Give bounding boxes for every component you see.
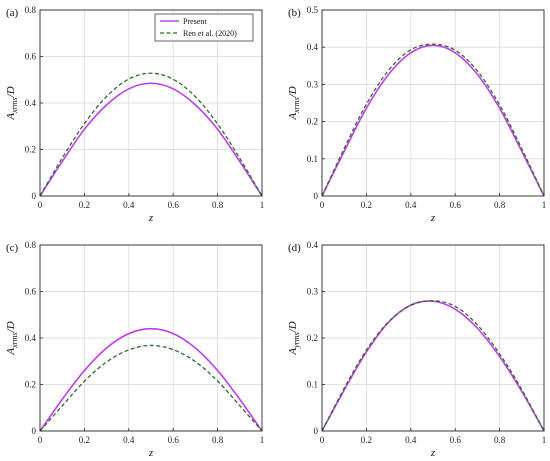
x-axis-label: z [148, 447, 154, 459]
y-axis-label: Ayrms/D [287, 321, 301, 355]
x-axis-label: z [430, 212, 436, 224]
x-tick-label: 0.8 [494, 435, 506, 445]
x-tick-label: 0.4 [123, 200, 135, 210]
x-tick-label: 0 [38, 435, 43, 445]
y-tick-label: 0.2 [307, 117, 318, 127]
x-tick-label: 0 [320, 200, 325, 210]
y-tick-label: 0.6 [25, 52, 37, 62]
y-tick-label: 0.8 [25, 240, 37, 250]
x-tick-label: 0.8 [494, 200, 506, 210]
x-tick-label: 0.2 [361, 200, 372, 210]
x-tick-label: 0.4 [123, 435, 135, 445]
y-tick-label: 0.6 [25, 287, 37, 297]
y-tick-label: 0.4 [25, 333, 37, 343]
panel-d: 0 0.2 0.4 0.6 0.8 1 0 0.1 0.2 0.3 0.4 z Ayrms/D (d) [287, 240, 546, 459]
legend: Present Ren et al. (2020) [154, 13, 254, 42]
y-tick-label: 0 [314, 426, 319, 436]
y-tick-label: 0.4 [307, 240, 319, 250]
y-axis-label: Axrms/D [5, 321, 19, 355]
y-tick-label: 0.3 [307, 287, 319, 297]
series-line-present [39, 82, 263, 197]
panel-c: 0 0.2 0.4 0.6 0.8 1 0 0.2 0.4 0.6 0.8 z Axrms/D (c) [5, 240, 264, 459]
y-tick-label: 0.2 [307, 333, 318, 343]
series-line-ren [321, 300, 545, 432]
series-line-present [321, 300, 545, 432]
series-line-ren [321, 43, 545, 197]
x-tick-label: 0.6 [450, 435, 462, 445]
x-tick-label: 0 [320, 435, 325, 445]
x-tick-label: 0.2 [79, 200, 90, 210]
series-line-ren [39, 72, 263, 197]
y-tick-label: 0 [32, 426, 37, 436]
x-tick-label: 0.8 [212, 435, 224, 445]
x-tick-label: 0.6 [450, 200, 462, 210]
x-tick-label: 1 [542, 435, 547, 445]
panel-b: 0 0.2 0.4 0.6 0.8 1 0 0.1 0.2 0.3 0.4 0.5 z Axrms/D (b… [287, 5, 546, 224]
y-tick-label: 0 [32, 191, 37, 201]
series-line-present [39, 327, 263, 432]
axis-box [321, 9, 545, 197]
x-tick-label: 0.6 [168, 435, 180, 445]
y-tick-label: 0.4 [25, 98, 37, 108]
y-tick-label: 0 [314, 191, 319, 201]
x-tick-label: 0.2 [79, 435, 90, 445]
y-tick-label: 0.1 [307, 154, 318, 164]
x-tick-label: 1 [260, 435, 265, 445]
series-line-ren [39, 344, 263, 432]
series-line-present [321, 44, 545, 197]
legend-label-ren: Ren et al. (2020) [183, 29, 237, 38]
x-tick-label: 0.4 [405, 435, 417, 445]
legend-label-present: Present [183, 17, 207, 26]
panel-label: (a) [6, 7, 19, 19]
x-tick-label: 0.4 [405, 200, 417, 210]
x-axis-label: z [430, 447, 436, 459]
legend-box [154, 13, 254, 42]
y-tick-label: 0.2 [25, 380, 36, 390]
panel-a: 0 0.2 0.4 0.6 0.8 1 0 0.2 0.4 0.6 0.8 z Axrms/D (a) [5, 5, 264, 224]
y-axis-label: Axrms/D [287, 86, 301, 120]
x-tick-label: 0.8 [212, 200, 224, 210]
x-tick-label: 0.6 [168, 200, 180, 210]
y-tick-label: 0.5 [307, 5, 319, 15]
x-axis-label: z [148, 212, 154, 224]
x-tick-label: 0.2 [361, 435, 372, 445]
y-tick-label: 0.2 [25, 145, 36, 155]
x-tick-label: 0 [38, 200, 43, 210]
y-tick-label: 0.8 [25, 5, 37, 15]
x-tick-label: 1 [260, 200, 265, 210]
y-tick-label: 0.4 [307, 42, 319, 52]
panel-label: (d) [288, 242, 301, 254]
x-tick-label: 1 [542, 200, 547, 210]
panel-label: (c) [6, 242, 19, 254]
y-axis-label: Axrms/D [5, 86, 19, 120]
y-tick-label: 0.1 [307, 380, 318, 390]
panel-label: (b) [288, 7, 301, 19]
y-tick-label: 0.3 [307, 79, 319, 89]
